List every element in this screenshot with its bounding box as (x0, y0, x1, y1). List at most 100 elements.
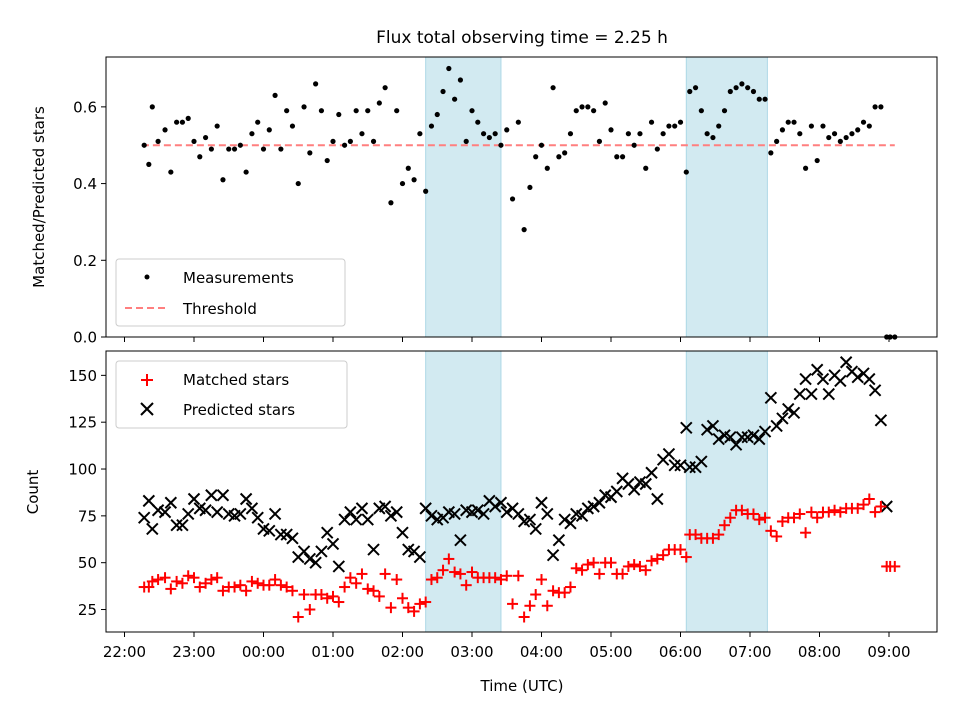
bottom-legend: Matched stars Predicted stars (115, 360, 348, 429)
predicted-point (662, 447, 676, 461)
matched-point (229, 581, 241, 593)
measurement-point (370, 138, 377, 144)
measurement-point (272, 92, 278, 98)
matched-point (765, 525, 777, 537)
matched-point (327, 590, 339, 602)
matched-point (281, 581, 293, 593)
matched-point (582, 559, 594, 571)
bottom-y-axis-label: Count (24, 470, 42, 515)
predicted-point (413, 550, 427, 564)
matched-point (263, 579, 275, 591)
x-axis-label: Time (UTC) (480, 677, 564, 695)
measurement-point (330, 138, 336, 144)
predicted-point (280, 528, 293, 541)
matched-point (171, 575, 183, 587)
measurement-point (762, 96, 768, 102)
measurement-point (739, 81, 745, 87)
measurement-point (231, 146, 238, 152)
measurement-point (498, 142, 504, 148)
matched-point (863, 493, 875, 505)
predicted-point (263, 524, 276, 538)
matched-point (834, 506, 846, 518)
predicted-point (546, 548, 560, 562)
measurement-point (324, 157, 330, 164)
measurement-point (515, 119, 521, 125)
measurement-point (405, 165, 411, 171)
measurement-point (347, 138, 353, 144)
predicted-point (816, 372, 830, 386)
legend-label-predicted: Predicted stars (183, 401, 295, 419)
measurement-point (573, 108, 579, 114)
predicted-point (770, 419, 783, 433)
matched-point (143, 581, 155, 593)
predicted-point (575, 509, 589, 523)
predicted-point (326, 537, 340, 551)
measurement-point (562, 150, 568, 156)
top-x-axis (124, 337, 890, 342)
predicted-point (494, 496, 508, 509)
predicted-point (782, 402, 795, 416)
predicted-point (344, 505, 357, 519)
measurement-point (533, 154, 539, 160)
x-tick-label: 06:00 (659, 643, 702, 661)
matched-point (368, 585, 380, 597)
predicted-point (477, 507, 490, 521)
measurement-point (721, 108, 728, 114)
matched-point (875, 500, 887, 512)
matched-point (304, 604, 316, 616)
matched-point (269, 574, 281, 586)
predicted-point (834, 374, 847, 388)
measurement-point (808, 123, 814, 129)
predicted-point (355, 502, 369, 515)
matched-point (437, 564, 449, 576)
predicted-point (378, 500, 392, 513)
measurement-point (214, 123, 220, 129)
measurement-point (284, 108, 290, 114)
measurement-point (826, 134, 832, 141)
matched-point (315, 589, 327, 601)
predicted-point (695, 455, 708, 468)
matched-point (350, 577, 362, 589)
matched-point (707, 532, 719, 544)
measurement-point (619, 154, 626, 160)
matched-point (420, 596, 432, 608)
shaded-interval-2 (685, 56, 768, 338)
predicted-point (674, 459, 687, 472)
measurement-point (672, 123, 678, 129)
measurement-point (843, 134, 849, 141)
predicted-point (142, 494, 156, 508)
predicted-point (724, 430, 737, 444)
measurement-point (336, 111, 342, 118)
chart-title: Flux total observing time = 2.25 h (376, 28, 668, 48)
y-tick-label: 0.6 (73, 98, 97, 116)
shaded-interval-1 (425, 350, 502, 633)
measurement-point (313, 81, 319, 87)
measurement-point (174, 119, 180, 125)
predicted-point (245, 502, 259, 515)
matched-point (205, 574, 217, 586)
measurement-point (208, 146, 214, 152)
measurement-point (608, 127, 614, 133)
measurement-point (643, 165, 649, 171)
bottom-count-points (137, 356, 901, 623)
predicted-point (210, 505, 224, 519)
predicted-point (137, 511, 151, 524)
measurement-point (602, 100, 608, 106)
measurement-point (440, 88, 446, 95)
measurement-point (831, 131, 838, 137)
measurement-point (768, 150, 774, 156)
measurement-point (266, 127, 272, 133)
predicted-point (234, 507, 247, 521)
measurement-point (446, 65, 452, 72)
matched-point (713, 529, 725, 541)
matched-point (507, 598, 519, 610)
measurement-point (820, 123, 826, 129)
top-legend: Measurements Threshold (115, 258, 346, 327)
legend-label-threshold: Threshold (182, 300, 257, 318)
matched-point (466, 566, 478, 578)
measurement-point (197, 154, 203, 160)
y-tick-label: 150 (68, 367, 97, 385)
predicted-point (396, 526, 409, 539)
predicted-point (874, 414, 888, 427)
measurement-point (318, 108, 325, 114)
